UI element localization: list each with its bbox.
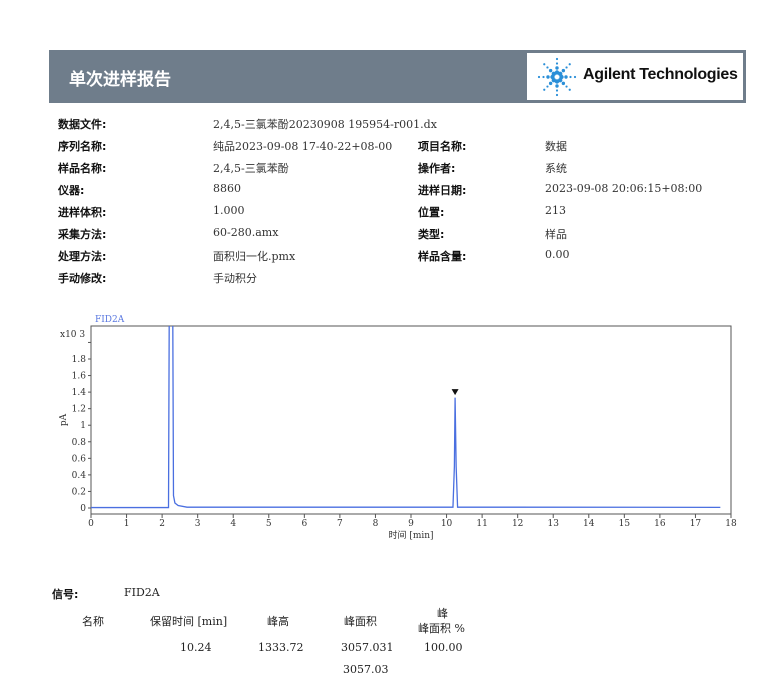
agilent-logo: Agilent Technologies xyxy=(527,53,743,100)
cell-rt: 10.24 xyxy=(180,641,212,654)
x-tick-label: 0 xyxy=(88,519,94,529)
info-value: 样品 xyxy=(545,228,567,241)
info-value: 纯品2023-09-08 17-40-22+08-00 xyxy=(213,140,393,153)
x-tick-label: 12 xyxy=(512,519,523,529)
y-multiplier: x10 3 xyxy=(60,330,85,340)
x-tick-label: 11 xyxy=(476,519,487,529)
x-tick-label: 2 xyxy=(159,519,165,529)
y-tick-label: 1.2 xyxy=(72,405,86,415)
info-label: 样品名称: xyxy=(58,162,107,175)
cell-area: 3057.031 xyxy=(341,641,394,654)
info-value: 手动积分 xyxy=(213,272,257,285)
y-tick-label: 0.8 xyxy=(72,438,87,448)
chart-title: FID2A xyxy=(95,315,125,325)
x-tick-label: 4 xyxy=(230,519,236,529)
cell-height: 1333.72 xyxy=(258,641,304,654)
y-tick-label: 1.8 xyxy=(72,355,87,365)
peak-marker xyxy=(451,389,459,396)
x-tick-label: 1 xyxy=(124,519,130,529)
x-tick-label: 7 xyxy=(337,519,343,529)
y-tick-label: 0.2 xyxy=(72,487,86,497)
x-tick-label: 15 xyxy=(619,519,631,529)
info-label: 项目名称: xyxy=(418,140,467,153)
x-tick-label: 3 xyxy=(195,519,201,529)
agilent-spark-icon xyxy=(537,57,577,97)
info-value: 2,4,5-三氯苯酚20230908 195954-r001.dx xyxy=(213,118,437,131)
info-label: 位置: xyxy=(418,206,445,219)
x-tick-label: 10 xyxy=(441,519,453,529)
info-value: 60-280.amx xyxy=(213,226,279,239)
info-value: 213 xyxy=(545,204,566,217)
info-value: 2,4,5-三氯苯酚 xyxy=(213,162,289,175)
report-title: 单次进样报告 xyxy=(69,70,171,90)
info-label: 仪器: xyxy=(58,184,85,197)
info-value: 数据 xyxy=(545,140,567,153)
info-label: 手动修改: xyxy=(58,272,107,285)
info-label: 数据文件: xyxy=(58,118,107,131)
info-value: 2023-09-08 20:06:15+08:00 xyxy=(545,182,703,195)
col-header-peak: 峰 xyxy=(437,607,448,620)
x-tick-label: 17 xyxy=(690,519,702,529)
y-tick-label: 1.6 xyxy=(72,372,87,382)
x-tick-label: 18 xyxy=(725,519,737,529)
info-label: 序列名称: xyxy=(58,140,107,153)
y-axis-label: pA xyxy=(59,413,69,426)
logo-text: Agilent Technologies xyxy=(583,66,738,83)
cell-area-pct: 100.00 xyxy=(424,641,463,654)
col-header-area-pct: 峰面积 % xyxy=(418,622,465,635)
x-tick-label: 5 xyxy=(266,519,272,529)
info-label: 处理方法: xyxy=(58,250,107,263)
info-value: 8860 xyxy=(213,182,241,195)
series-line xyxy=(91,326,721,509)
col-header-rt: 保留时间 [min] xyxy=(150,615,228,628)
y-tick-label: 1.4 xyxy=(72,388,87,398)
info-value: 1.000 xyxy=(213,204,245,217)
x-tick-label: 6 xyxy=(301,519,307,529)
y-tick-label: 0 xyxy=(80,504,86,514)
info-label: 操作者: xyxy=(418,162,456,175)
y-tick-label: 0.4 xyxy=(72,471,87,481)
col-header-name: 名称 xyxy=(82,615,104,628)
report-header: 单次进样报告 Agilent Technologies xyxy=(49,50,746,103)
info-label: 样品含量: xyxy=(418,250,467,263)
signal-label: 信号: xyxy=(52,588,79,601)
x-tick-label: 8 xyxy=(373,519,379,529)
col-header-height: 峰高 xyxy=(267,615,289,628)
y-tick-label: 0.6 xyxy=(72,454,87,464)
y-tick-label: 1 xyxy=(80,421,86,431)
x-tick-label: 14 xyxy=(583,519,595,529)
x-axis-label: 时间 [min] xyxy=(388,529,433,541)
info-label: 进样体积: xyxy=(58,206,107,219)
x-tick-label: 9 xyxy=(408,519,414,529)
col-header-area: 峰面积 xyxy=(344,615,377,628)
info-value: 面积归一化.pmx xyxy=(213,250,296,263)
info-value: 系统 xyxy=(545,162,567,175)
signal-value: FID2A xyxy=(124,586,160,599)
info-label: 类型: xyxy=(418,228,445,241)
x-tick-label: 16 xyxy=(654,519,666,529)
info-label: 采集方法: xyxy=(58,228,107,241)
total-area: 3057.03 xyxy=(343,663,389,676)
plot-frame xyxy=(90,325,732,515)
info-value: 0.00 xyxy=(545,248,570,261)
x-tick-label: 13 xyxy=(547,519,559,529)
info-label: 进样日期: xyxy=(418,184,467,197)
